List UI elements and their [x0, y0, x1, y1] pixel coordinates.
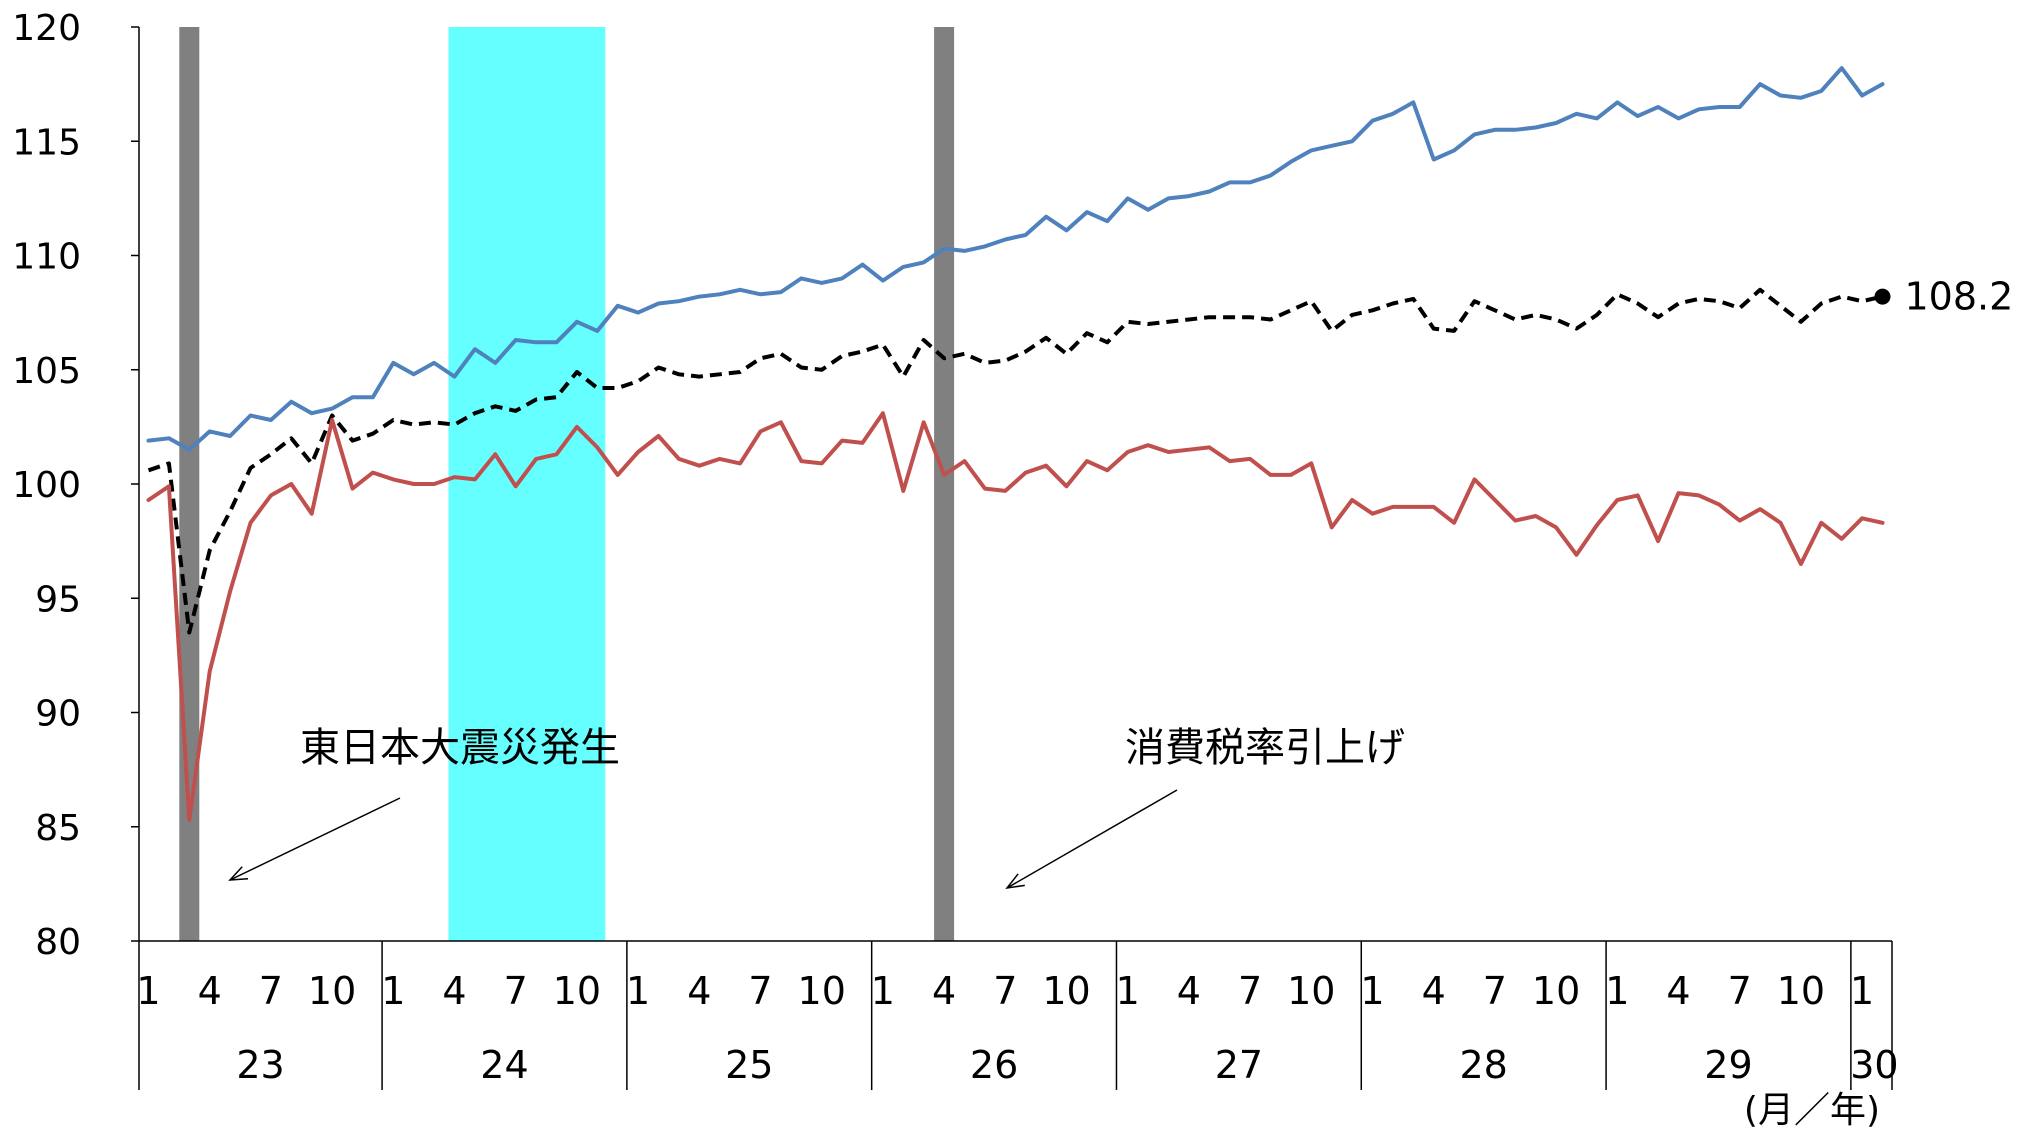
- month-tick-label: 1: [1360, 969, 1384, 1013]
- month-tick-label: 10: [798, 969, 846, 1013]
- month-tick-label: 7: [1238, 969, 1262, 1013]
- year-label: 24: [480, 1043, 528, 1087]
- month-tick-label: 1: [136, 969, 160, 1013]
- month-tick-label: 7: [504, 969, 528, 1013]
- annotation-label: 東日本大震災発生: [300, 725, 620, 771]
- month-tick-label: 4: [687, 969, 711, 1013]
- month-tick-label: 7: [748, 969, 772, 1013]
- y-tick-label: 105: [12, 351, 81, 392]
- event-band-1: [448, 27, 606, 941]
- annotations: 東日本大震災発生 消費税率引上げ: [228, 725, 1405, 890]
- axes: [131, 26, 1893, 1090]
- y-tick-label: 100: [12, 465, 81, 506]
- annotation-arrowhead: [1005, 873, 1025, 890]
- year-label: 28: [1460, 1043, 1508, 1087]
- month-tick-label: 4: [1666, 969, 1690, 1013]
- month-tick-label: 1: [626, 969, 650, 1013]
- event-band-2: [934, 27, 955, 941]
- year-label: 23: [236, 1043, 284, 1087]
- series-lines: [146, 66, 1891, 822]
- year-label: 30: [1850, 1043, 1898, 1087]
- month-tick-label: 1: [1605, 969, 1629, 1013]
- month-tick-label: 1: [1850, 969, 1874, 1013]
- year-label: 25: [725, 1043, 773, 1087]
- month-tick-label: 1: [381, 969, 405, 1013]
- end-point-marker: [1874, 288, 1891, 305]
- series-line-1: [147, 287, 1883, 635]
- year-label: 26: [970, 1043, 1018, 1087]
- month-tick-label: 10: [308, 969, 356, 1013]
- month-tick-label: 10: [553, 969, 601, 1013]
- month-tick-label: 4: [442, 969, 466, 1013]
- month-tick-label: 1: [1116, 969, 1140, 1013]
- y-tick-label: 95: [35, 579, 81, 620]
- month-tick-label: 7: [993, 969, 1017, 1013]
- month-tick-label: 7: [1728, 969, 1752, 1013]
- month-tick-label: 4: [198, 969, 222, 1013]
- month-tick-label: 10: [1042, 969, 1090, 1013]
- y-tick-label: 115: [12, 122, 81, 163]
- month-tick-label: 10: [1777, 969, 1825, 1013]
- month-tick-label: 7: [1483, 969, 1507, 1013]
- month-tick-label: 7: [259, 969, 283, 1013]
- annotation-arrow-line: [229, 797, 401, 881]
- y-tick-label: 90: [35, 694, 81, 735]
- year-label: 29: [1704, 1043, 1752, 1087]
- month-tick-label: 4: [932, 969, 956, 1013]
- month-tick-label: 10: [1532, 969, 1580, 1013]
- annotation-label: 消費税率引上げ: [1125, 725, 1405, 771]
- annotation-arrow-line: [1006, 789, 1178, 889]
- y-tick-label: 85: [35, 808, 81, 849]
- y-tick-label: 80: [35, 922, 81, 963]
- month-tick-label: 1: [871, 969, 895, 1013]
- month-tick-label: 4: [1177, 969, 1201, 1013]
- y-tick-label: 110: [12, 237, 81, 278]
- event-bands: [179, 27, 955, 941]
- month-tick-label: 4: [1422, 969, 1446, 1013]
- series-line-2: [146, 411, 1885, 822]
- end-value-label: 108.2: [1905, 275, 2014, 319]
- y-tick-label: 120: [12, 8, 81, 49]
- unit-label: (月／年): [1744, 1090, 1880, 1128]
- series-line-0: [146, 66, 1885, 452]
- month-tick-label: 10: [1287, 969, 1335, 1013]
- year-label: 27: [1215, 1043, 1263, 1087]
- annotation-arrowhead: [228, 866, 249, 881]
